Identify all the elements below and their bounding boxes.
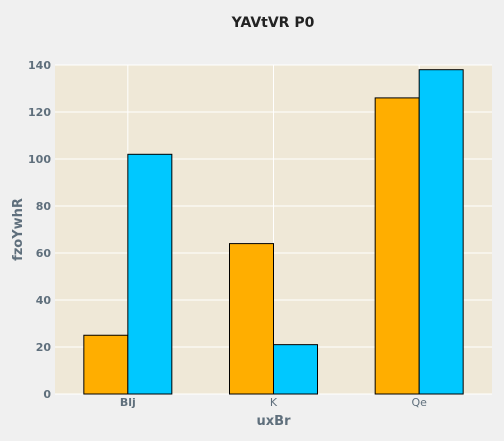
- x-tick-label: Qe: [411, 396, 427, 409]
- chart-title: YAVtVR P0: [231, 15, 315, 31]
- x-axis-ticks: Blj K Qe: [120, 396, 427, 409]
- bar-series1-Qe: [374, 97, 420, 395]
- y-tick-label: 100: [28, 153, 51, 166]
- y-tick-label: 80: [36, 200, 52, 213]
- bar-series1-K: [229, 243, 274, 395]
- bar-series2-Qe: [418, 69, 464, 395]
- y-tick-label: 60: [36, 247, 52, 260]
- x-axis-title: uxBr: [257, 414, 292, 429]
- bar-series1-Blj: [83, 334, 129, 395]
- bars: [83, 69, 464, 395]
- y-tick-label: 40: [36, 294, 52, 307]
- x-tick-label: Blj: [120, 396, 136, 409]
- bar-series2-K: [273, 344, 318, 395]
- y-tick-label: 120: [28, 106, 51, 119]
- y-axis-title: fzoYwhR: [11, 198, 26, 261]
- y-tick-label: 20: [36, 341, 52, 354]
- y-axis-ticks: 0 20 40 60 80 100 120 140: [28, 59, 51, 401]
- x-tick-label: K: [270, 396, 278, 409]
- bar-series2-Blj: [127, 153, 173, 395]
- y-tick-label: 0: [43, 388, 51, 401]
- y-tick-label: 140: [28, 59, 51, 72]
